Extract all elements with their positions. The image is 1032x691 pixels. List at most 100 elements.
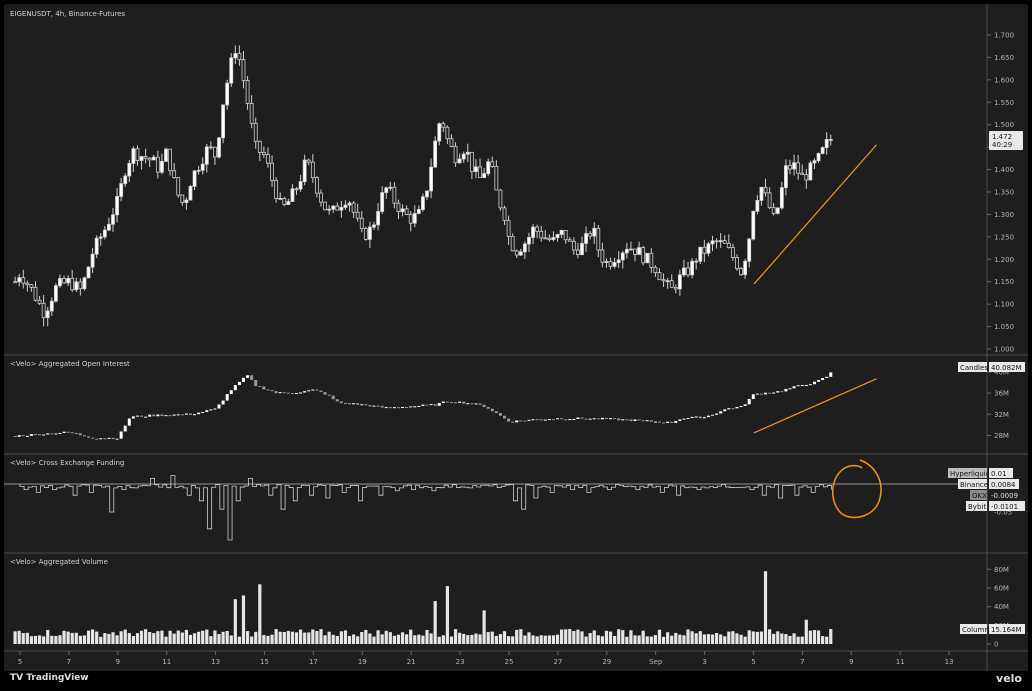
chart-canvas[interactable]: EIGENUSDT, 4h, Binance-Futures <Velo> Ag…: [4, 4, 1028, 671]
volume-bar: [254, 631, 258, 644]
oi-candle: [197, 412, 201, 415]
price-candle-body: [278, 197, 283, 200]
oi-candle: [405, 407, 409, 409]
volume-bar: [286, 630, 290, 644]
volume-bar: [600, 636, 604, 644]
price-candle-body: [804, 174, 809, 181]
price-candle-body: [735, 257, 739, 269]
volume-bar: [568, 629, 572, 644]
price-candle-body: [726, 242, 731, 248]
oi-candle: [33, 434, 37, 436]
price-tick-label: 1.650: [994, 54, 1014, 62]
oi-candle: [503, 415, 507, 419]
volume-bar: [294, 632, 299, 644]
oi-tick-label: 32M: [994, 411, 1009, 419]
oi-candle: [339, 401, 343, 404]
price-candle-body: [298, 181, 303, 190]
price-candle-body: [649, 252, 654, 268]
funding-annotation-circle: [832, 459, 882, 519]
volume-bar: [759, 631, 764, 644]
volume-bar: [482, 610, 486, 644]
volume-bar: [331, 634, 335, 644]
price-candle-body: [461, 153, 466, 160]
oi-candle: [621, 419, 625, 421]
price-candle-body: [74, 281, 79, 291]
price-candle-body: [253, 122, 258, 142]
volume-bar: [119, 631, 123, 644]
oi-candle: [698, 416, 702, 419]
oi-candle: [429, 404, 433, 406]
volume-tick-label: 40M: [994, 603, 1009, 611]
price-candle-body: [58, 278, 62, 287]
oi-candle: [796, 385, 800, 387]
price-tick-label: 1.000: [994, 346, 1014, 354]
price-candle-body: [168, 148, 172, 172]
volume-bar: [421, 635, 425, 644]
oi-candle: [433, 404, 437, 406]
oi-candle: [556, 418, 560, 420]
oi-candle: [678, 419, 682, 421]
oi-candle: [115, 438, 119, 440]
price-candle-body: [302, 159, 307, 183]
price-candle-body: [816, 153, 821, 162]
oi-candle: [743, 404, 747, 406]
oi-candle: [572, 418, 576, 420]
funding-tick-label: -0.05: [994, 509, 1012, 517]
volume-bar: [755, 631, 759, 644]
volume-bar: [78, 635, 82, 644]
volume-bar: [360, 632, 364, 644]
time-tick-label: 29: [602, 658, 611, 666]
volume-bar: [266, 635, 270, 644]
price-candle-body: [608, 261, 613, 267]
volume-bar: [180, 632, 184, 644]
oi-candle: [478, 403, 482, 405]
volume-bar: [25, 632, 29, 644]
time-tick-label: 3: [702, 658, 706, 666]
price-candle-body: [612, 262, 617, 267]
volume-bar: [352, 634, 356, 644]
price-candles: [13, 45, 833, 327]
tradingview-logo[interactable]: 𝗧𝗩 TradingView: [10, 673, 89, 683]
oi-candle: [348, 403, 352, 405]
volume-bar: [739, 634, 743, 644]
price-candle-body: [543, 237, 548, 240]
oi-candle: [401, 407, 405, 409]
time-tick-label: 21: [407, 658, 416, 666]
oi-candle: [229, 390, 233, 395]
oi-candle: [315, 389, 319, 391]
volume-bar: [86, 630, 91, 644]
oi-candle: [131, 416, 135, 419]
oi-candle: [331, 395, 335, 400]
oi-candle: [821, 378, 825, 381]
footer-bar: 𝗧𝗩 TradingView velo: [4, 671, 1028, 687]
price-trendline: [753, 144, 877, 285]
oi-candle: [739, 405, 743, 407]
volume-bar: [50, 635, 54, 644]
price-candle-body: [282, 197, 287, 205]
volume-bar: [135, 633, 140, 644]
volume-bar: [625, 636, 629, 644]
price-candle-body: [653, 267, 658, 274]
price-candle-body: [90, 253, 95, 268]
volume-bar: [551, 635, 556, 644]
oi-candle: [609, 418, 613, 420]
price-candle-body: [200, 163, 205, 171]
oi-candle: [209, 409, 213, 411]
oi-candle: [274, 391, 278, 394]
oi-candle: [254, 380, 258, 387]
price-candle-body: [119, 183, 124, 197]
oi-candle: [413, 406, 417, 408]
oi-candle: [653, 421, 657, 423]
volume-bar: [201, 630, 205, 644]
oi-candle: [307, 390, 311, 392]
price-candle-body: [600, 249, 605, 263]
price-candle-body: [82, 277, 87, 290]
price-candle-body: [29, 284, 34, 288]
price-candle-body: [563, 229, 568, 241]
oi-candle: [29, 434, 33, 436]
volume-bar: [233, 599, 237, 644]
oi-candle: [686, 417, 690, 419]
volume-bar: [466, 635, 470, 644]
price-candle-body: [37, 299, 42, 304]
volume-bar: [555, 634, 560, 644]
